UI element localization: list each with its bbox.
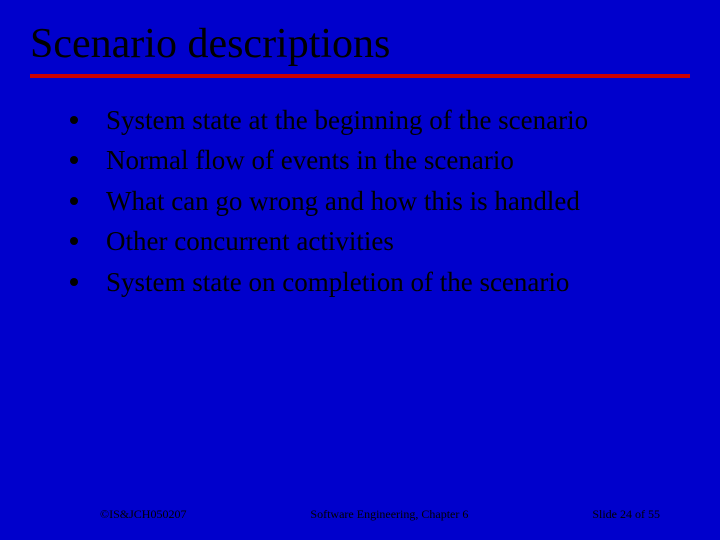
bullet-icon [70, 197, 78, 205]
list-item: System state on completion of the scenar… [70, 264, 690, 300]
list-item: System state at the beginning of the sce… [70, 102, 690, 138]
bullet-text: System state on completion of the scenar… [106, 264, 569, 300]
slide-title: Scenario descriptions [30, 20, 690, 68]
bullet-text: Normal flow of events in the scenario [106, 142, 514, 178]
bullet-icon [70, 116, 78, 124]
slide-footer: ©IS&JCH050207 Software Engineering, Chap… [0, 507, 720, 522]
bullet-text: What can go wrong and how this is handle… [106, 183, 580, 219]
list-item: Normal flow of events in the scenario [70, 142, 690, 178]
bullet-text: Other concurrent activities [106, 223, 394, 259]
bullet-icon [70, 237, 78, 245]
slide-container: Scenario descriptions System state at th… [0, 0, 720, 540]
footer-copyright: ©IS&JCH050207 [100, 507, 186, 522]
list-item: Other concurrent activities [70, 223, 690, 259]
bullet-text: System state at the beginning of the sce… [106, 102, 588, 138]
bullet-list: System state at the beginning of the sce… [30, 102, 690, 300]
footer-chapter: Software Engineering, Chapter 6 [186, 507, 592, 522]
title-underline [30, 74, 690, 78]
bullet-icon [70, 278, 78, 286]
bullet-icon [70, 156, 78, 164]
list-item: What can go wrong and how this is handle… [70, 183, 690, 219]
footer-slide-number: Slide 24 of 55 [592, 507, 660, 522]
